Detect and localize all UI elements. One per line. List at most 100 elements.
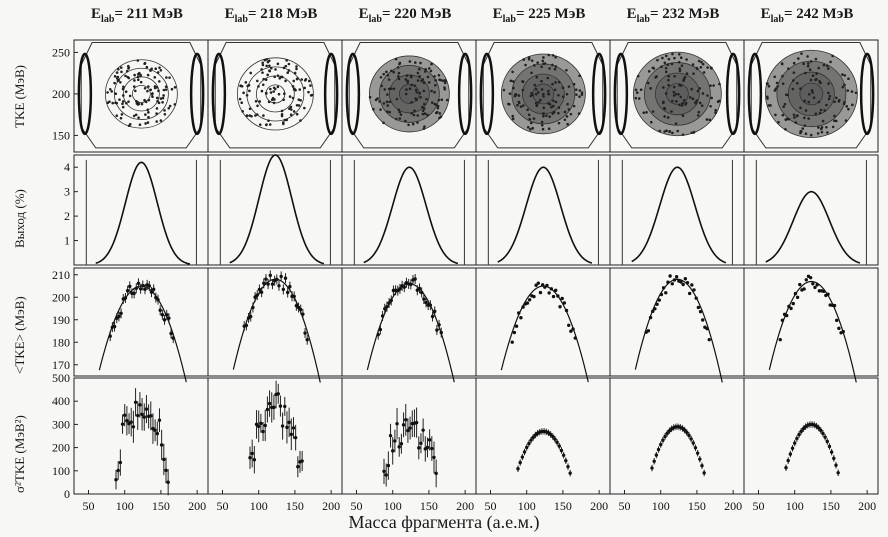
tke-event-point xyxy=(134,113,138,117)
variance-point xyxy=(131,425,136,429)
tke-event-point xyxy=(443,87,447,91)
tke-event-point xyxy=(386,93,389,96)
tke-event-point xyxy=(276,74,280,77)
tke-event-point xyxy=(814,112,818,116)
tke-event-point xyxy=(137,116,140,119)
variance-point xyxy=(382,469,386,474)
tke-event-point xyxy=(133,73,136,77)
x-tick-label: 100 xyxy=(116,499,134,513)
tke-event-point xyxy=(550,105,553,109)
tke-elastic-peak xyxy=(211,52,227,136)
variance-point xyxy=(522,450,527,454)
y-tick-label: 250 xyxy=(52,45,70,59)
variance-point xyxy=(248,456,252,460)
tke-event-point xyxy=(149,88,153,92)
tke-event-point xyxy=(526,108,529,112)
tke-event-point xyxy=(116,75,120,79)
tke-event-point xyxy=(662,100,665,104)
tke-event-point xyxy=(786,93,789,97)
mean-tke-point xyxy=(666,280,670,284)
tke-event-point xyxy=(718,82,721,86)
tke-event-point xyxy=(567,108,571,111)
tke-event-point xyxy=(397,108,400,112)
tke-event-point xyxy=(426,113,429,117)
tke-event-point xyxy=(159,68,163,72)
tke-event-point xyxy=(115,71,119,74)
tke-event-point xyxy=(781,113,785,117)
mean-tke-point xyxy=(694,296,698,300)
variance-point xyxy=(836,471,840,475)
tke-event-point xyxy=(423,112,427,115)
tke-event-point xyxy=(382,102,386,105)
y-tick-label: 200 xyxy=(52,441,70,455)
tke-event-point xyxy=(530,59,534,62)
tke-event-point xyxy=(671,131,674,135)
tke-event-point xyxy=(423,70,427,73)
tke-event-point xyxy=(407,123,410,127)
tke-event-point xyxy=(158,66,161,69)
tke-event-point xyxy=(569,112,573,116)
mean-tke-point xyxy=(802,287,806,291)
tke-event-point xyxy=(672,90,676,94)
tke-event-point xyxy=(811,91,814,94)
tke-event-point xyxy=(125,69,129,73)
tke-event-point xyxy=(285,59,288,62)
tke-event-point xyxy=(427,67,431,70)
tke-event-point xyxy=(691,97,695,101)
tke-event-point xyxy=(268,123,272,126)
mean-tke-point xyxy=(417,286,422,291)
tke-event-point xyxy=(833,114,836,118)
tke-event-point xyxy=(257,85,260,88)
tke-event-point xyxy=(521,80,525,84)
tke-event-point xyxy=(557,106,561,109)
y-tick-label: 400 xyxy=(52,394,70,408)
tke-event-point xyxy=(578,74,581,78)
tke-event-point xyxy=(551,63,554,67)
tke-event-point xyxy=(162,94,165,97)
tke-event-point xyxy=(426,75,430,79)
tke-event-point xyxy=(680,104,684,107)
tke-event-point xyxy=(695,99,699,102)
tke-event-point xyxy=(430,101,434,104)
tke-event-point xyxy=(517,94,521,97)
variance-point xyxy=(263,423,267,428)
tke-event-point xyxy=(787,67,790,70)
tke-event-point xyxy=(645,111,648,114)
tke-event-point xyxy=(557,93,560,97)
tke-event-point xyxy=(706,66,709,69)
yield-curve xyxy=(631,166,727,264)
tke-event-point xyxy=(637,97,641,100)
variance-point xyxy=(529,438,533,442)
tke-event-point xyxy=(416,71,420,75)
variance-point xyxy=(278,404,283,408)
tke-event-point xyxy=(119,66,123,69)
tke-event-point xyxy=(147,115,150,119)
tke-event-point xyxy=(119,80,122,84)
tke-event-point xyxy=(854,91,858,95)
tke-event-point xyxy=(831,54,834,58)
tke-event-point xyxy=(565,68,568,72)
tke-event-point xyxy=(804,109,808,112)
tke-event-point xyxy=(398,110,401,114)
tke-event-point xyxy=(157,80,161,83)
variance-point xyxy=(421,428,425,432)
variance-point xyxy=(661,438,665,442)
tke-event-point xyxy=(399,113,403,116)
tke-event-point xyxy=(780,62,784,66)
y-tick-label: 170 xyxy=(52,358,70,372)
tke-event-point xyxy=(678,69,682,73)
tke-event-point xyxy=(248,107,252,111)
mean-tke-point xyxy=(249,314,253,319)
tke-event-point xyxy=(822,63,826,67)
tke-event-point xyxy=(777,120,780,124)
y-tick-label: 200 xyxy=(52,87,70,101)
tke-event-point xyxy=(566,102,569,106)
tke-event-point xyxy=(841,85,845,89)
tke-event-point xyxy=(820,130,824,134)
tke-event-point xyxy=(766,97,769,100)
tke-event-point xyxy=(245,93,249,97)
panel-frame xyxy=(609,267,745,377)
tke-event-point xyxy=(422,81,426,85)
tke-event-point xyxy=(388,100,392,104)
mean-tke-point xyxy=(409,282,413,287)
